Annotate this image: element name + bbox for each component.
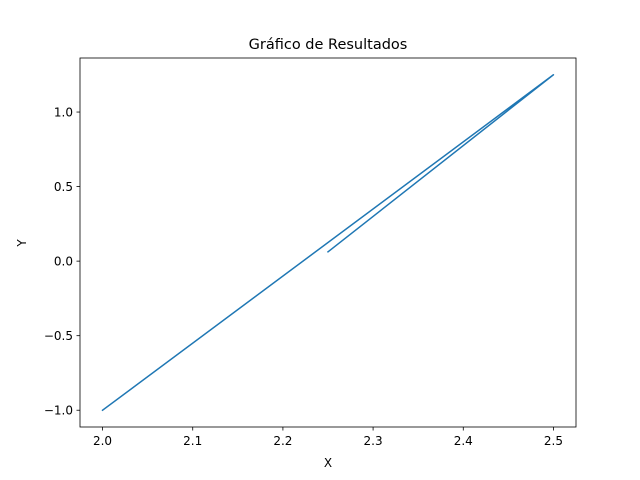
y-tick-label: −0.5 — [44, 329, 73, 343]
y-tick-label: −1.0 — [44, 404, 73, 418]
x-tick-label: 2.1 — [183, 434, 202, 448]
x-axis-label: X — [324, 456, 332, 470]
x-tick-label: 2.4 — [454, 434, 473, 448]
y-axis-label: Y — [15, 239, 29, 248]
x-tick-label: 2.3 — [364, 434, 383, 448]
x-tick-label: 2.0 — [93, 434, 112, 448]
y-tick-label: 1.0 — [54, 106, 73, 120]
x-tick-label: 2.2 — [273, 434, 292, 448]
y-tick-label: 0.5 — [54, 180, 73, 194]
plot-area: 2.0 2.1 2.2 2.3 2.4 2.5 −1.0 −0.5 0.0 0.5 1.0 — [44, 57, 577, 448]
y-tick-label: 0.0 — [54, 255, 73, 269]
chart-title: Gráfico de Resultados — [249, 37, 408, 53]
series-line-0 — [101, 74, 555, 412]
axes-frame — [79, 57, 577, 428]
x-tick-label: 2.5 — [544, 434, 563, 448]
